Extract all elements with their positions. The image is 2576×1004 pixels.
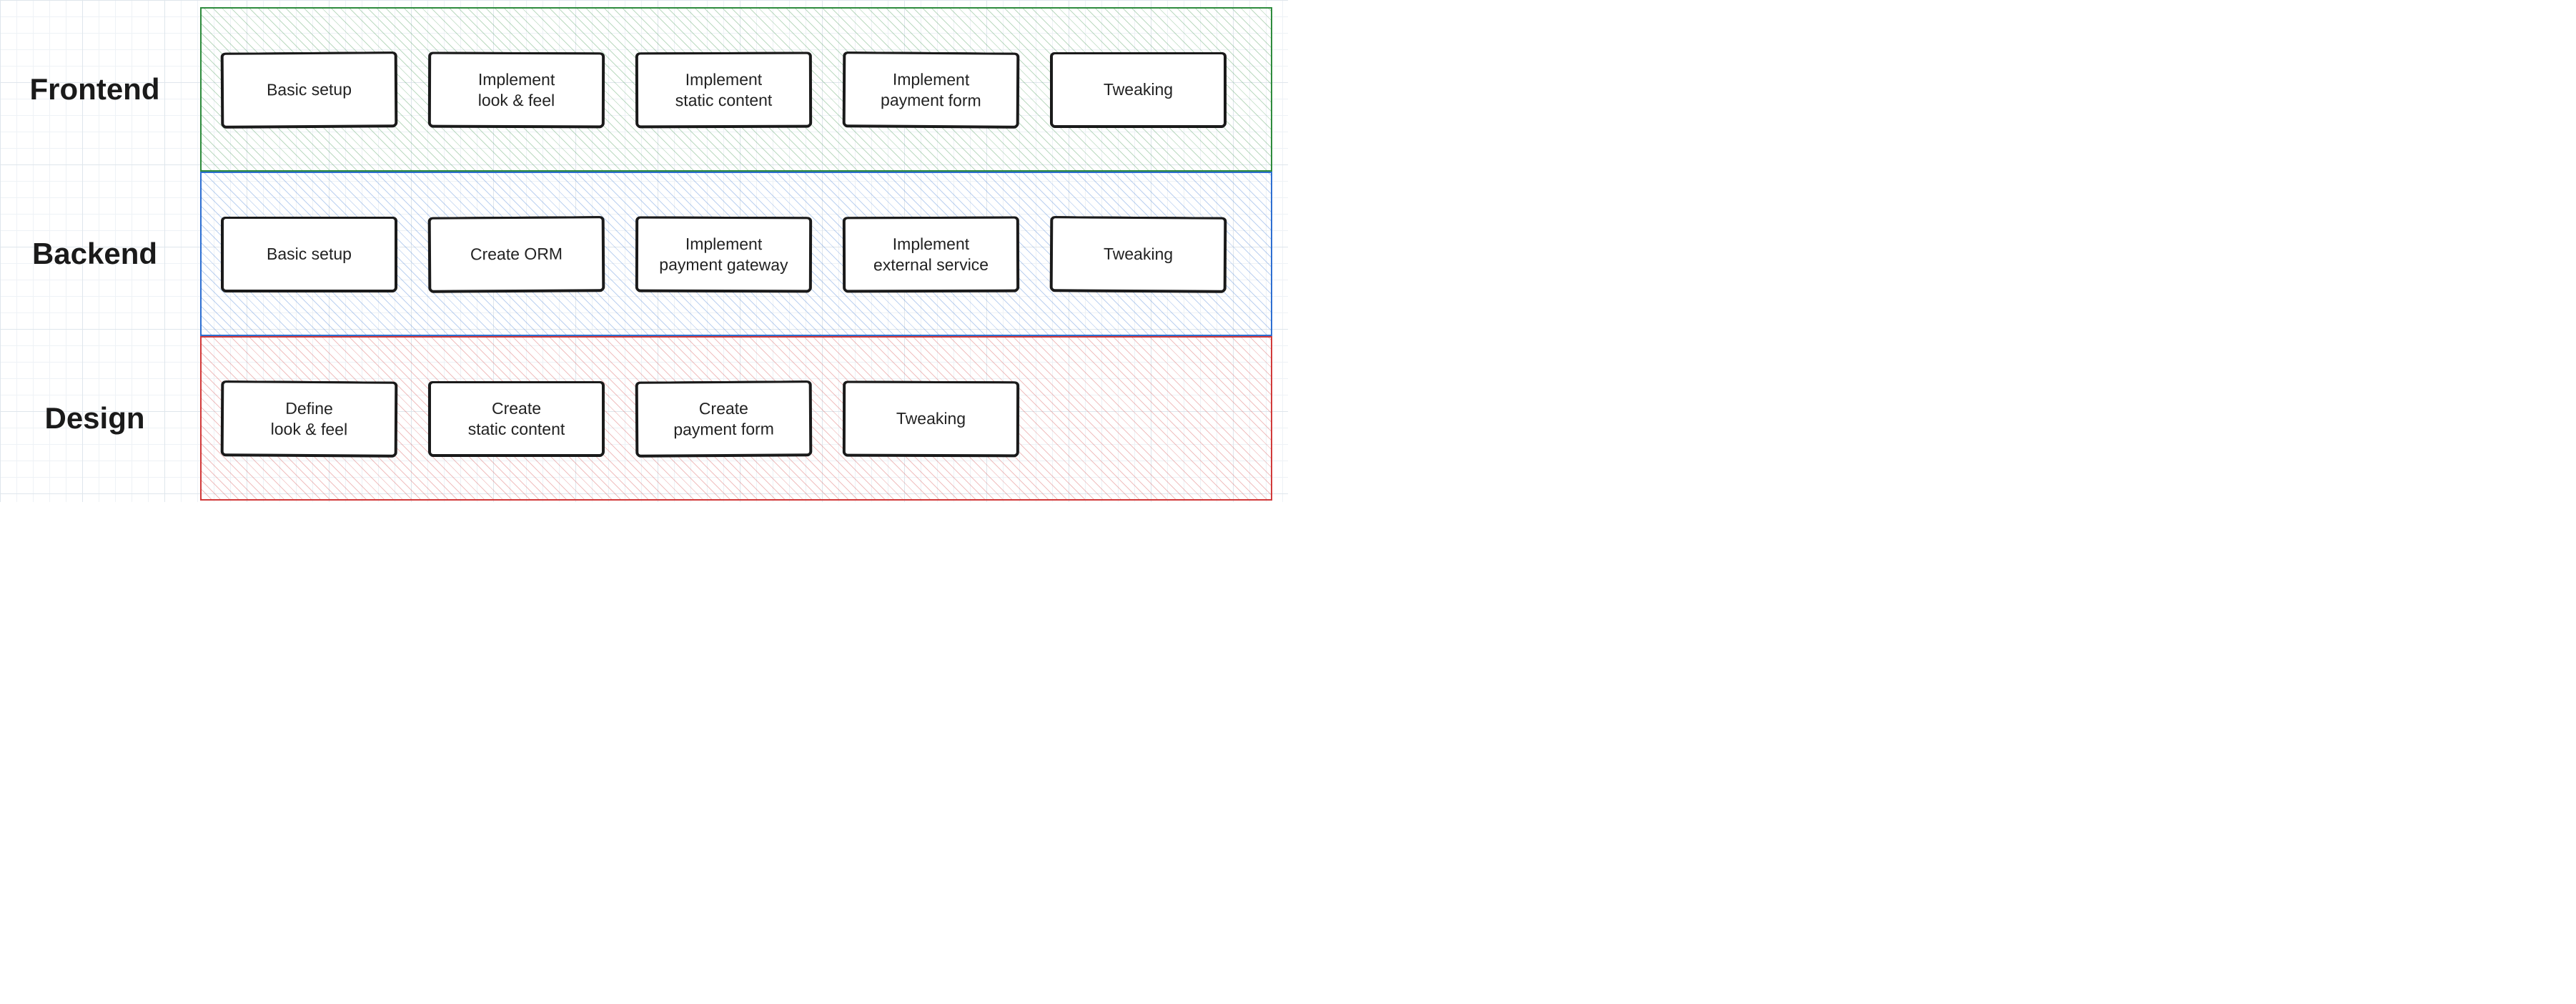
swimlane-canvas: Frontend Basic setup Implement look & feel…: [0, 0, 1288, 502]
task-box: Implement payment form: [843, 51, 1019, 128]
lane-label-backend: Backend: [0, 239, 189, 269]
task-box: Tweaking: [1051, 216, 1227, 292]
task-box: Basic setup: [222, 51, 397, 128]
task-box: Implement payment gateway: [636, 217, 811, 292]
task-box: Create ORM: [429, 216, 605, 292]
task-box: Tweaking: [1051, 52, 1226, 127]
task-box: Implement look & feel: [429, 52, 604, 128]
task-box: Implement static content: [636, 52, 811, 128]
task-box: Create payment form: [636, 380, 812, 457]
task-box: Tweaking: [843, 381, 1019, 457]
lane-label-design: Design: [0, 403, 189, 433]
task-box: Create static content: [429, 381, 604, 456]
task-box: Implement external service: [843, 217, 1019, 292]
lane-label-frontend: Frontend: [0, 74, 189, 104]
task-box: Define look & feel: [222, 380, 397, 457]
task-box: Basic setup: [222, 217, 397, 292]
